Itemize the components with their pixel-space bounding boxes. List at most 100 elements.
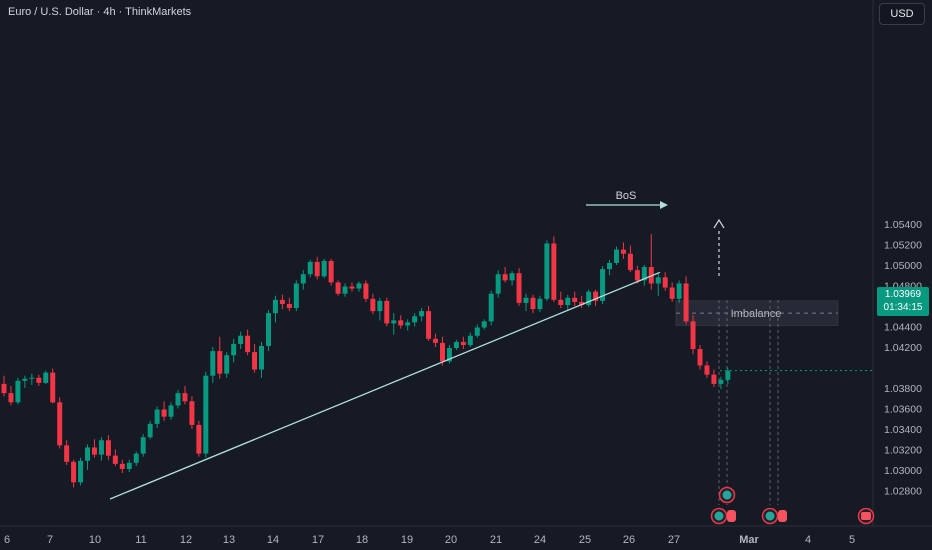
time-tick-label: 5: [849, 534, 855, 546]
candle-body: [613, 249, 619, 263]
time-tick-label: 11: [135, 534, 146, 546]
time-tick-label: 6: [4, 534, 10, 546]
symbol-title: Euro / U.S. Dollar · 4h · ThinkMarkets: [8, 6, 192, 18]
candle-body: [669, 287, 675, 299]
candle-body: [98, 440, 104, 455]
candle-body: [279, 299, 285, 304]
candle-body: [245, 335, 251, 353]
time-tick-label: 12: [180, 534, 192, 546]
candle-body: [105, 440, 111, 456]
candle-body: [328, 260, 334, 283]
candle-body: [586, 291, 592, 305]
candle-body: [1, 383, 7, 394]
candle-body: [697, 349, 703, 366]
candle-body: [655, 277, 661, 284]
candle-body: [259, 345, 265, 370]
candle-body: [335, 282, 341, 294]
candle-body: [126, 462, 132, 469]
candle-body: [224, 355, 230, 374]
price-tick-label: 1.03400: [884, 424, 922, 436]
candle-body: [85, 447, 91, 461]
candle-body: [140, 437, 146, 454]
currency-button[interactable]: USD: [879, 3, 925, 25]
time-tick-label: 10: [89, 534, 101, 546]
candle-body: [711, 374, 717, 384]
candle-body: [481, 321, 487, 328]
target-arrowhead: [713, 218, 725, 229]
candle-body: [391, 320, 397, 324]
time-tick-label: 26: [623, 534, 635, 546]
candle-body: [593, 291, 599, 301]
time-tick-label: 27: [668, 534, 680, 546]
candle-body: [558, 299, 564, 305]
price-tick-label: 1.03200: [884, 445, 922, 457]
candle-body: [516, 273, 522, 303]
time-tick-label: 14: [267, 534, 279, 546]
trendline: [109, 271, 661, 500]
event-marker-inner: [765, 511, 775, 521]
candle-body: [426, 311, 432, 339]
candle-body: [252, 352, 258, 370]
candle-body: [307, 261, 313, 275]
event-marker-flag: [861, 512, 871, 520]
candle-body: [544, 243, 550, 299]
candle-body: [718, 379, 724, 384]
event-marker-flag: [727, 510, 736, 522]
candle-body: [15, 380, 21, 403]
candle-body: [620, 249, 626, 254]
candle-body: [286, 303, 292, 309]
time-tick-label: 24: [534, 534, 546, 546]
candle-body: [523, 297, 529, 303]
time-tick-label: 20: [445, 534, 457, 546]
candle-body: [537, 298, 543, 310]
time-tick-label: 18: [356, 534, 368, 546]
candle-body: [349, 286, 355, 289]
time-tick-label: 4: [805, 534, 811, 546]
candle-body: [690, 321, 696, 350]
candle-body: [509, 273, 515, 281]
candle-body: [321, 260, 327, 277]
candle-body: [8, 393, 14, 403]
candle-body: [78, 460, 84, 483]
candle-body: [168, 405, 174, 417]
candle-body: [175, 393, 181, 406]
time-tick-label: 13: [223, 534, 235, 546]
event-marker-flag: [778, 510, 787, 522]
candle-body: [36, 377, 42, 383]
candle-body: [161, 409, 167, 417]
candle-body: [119, 463, 125, 469]
candle-body: [502, 274, 508, 281]
candle-body: [398, 320, 404, 326]
candle-body: [29, 377, 35, 379]
price-tick-label: 1.05200: [884, 240, 922, 252]
candle-body: [627, 253, 633, 271]
last-price-value: 1.03969: [884, 289, 922, 300]
candle-body: [495, 274, 501, 294]
candle-body: [91, 447, 97, 455]
candle-body: [217, 351, 223, 374]
candle-body: [300, 274, 306, 284]
candle-body: [439, 342, 445, 362]
candle-body: [147, 423, 153, 438]
last-price-tag: 1.03969 01:34:15: [877, 287, 929, 316]
candle-body: [530, 297, 536, 310]
candle-body: [662, 277, 668, 288]
price-tick-label: 1.03600: [884, 404, 922, 416]
candle-body: [50, 372, 56, 403]
candle-body: [22, 378, 28, 381]
candle-body: [384, 300, 390, 324]
candle-body: [133, 453, 139, 463]
candle-body: [453, 341, 459, 349]
candle-body: [467, 335, 473, 345]
candle-body: [474, 327, 480, 336]
candle-body: [412, 316, 418, 323]
candle-body: [579, 301, 585, 305]
price-tick-label: 1.04200: [884, 342, 922, 354]
time-tick-label: 7: [47, 534, 53, 546]
price-tick-label: 1.05000: [884, 260, 922, 272]
candle-body: [488, 293, 494, 322]
candle-body: [363, 283, 369, 299]
candle-body: [725, 370, 731, 380]
candle-body: [210, 351, 216, 376]
